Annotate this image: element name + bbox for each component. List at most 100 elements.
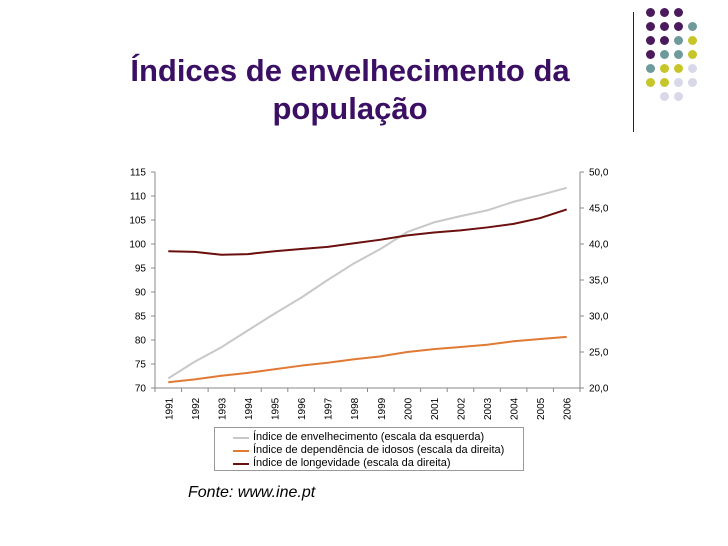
decor-dot — [688, 22, 697, 31]
decor-dot — [646, 36, 655, 45]
left-tick-label: 115 — [130, 168, 146, 179]
right-tick-label: 35,0 — [589, 276, 609, 287]
legend-swatch-aging — [233, 437, 249, 439]
data-point-aging — [353, 262, 355, 264]
left-tick-label: 100 — [129, 240, 146, 251]
decor-dot — [660, 78, 669, 87]
data-point-longevity — [273, 250, 275, 252]
decor-dot — [674, 92, 683, 101]
x-tick-label: 2004 — [510, 397, 521, 420]
data-point-aging — [566, 187, 568, 189]
chart-legend: Índice de envelhecimento (escala da esqu… — [214, 427, 524, 471]
slide-title: Índices de envelhecimento da população — [130, 53, 570, 126]
data-point-dependency — [566, 336, 568, 338]
decor-dot — [660, 92, 669, 101]
left-tick-label: 110 — [130, 192, 146, 203]
x-tick-label: 1999 — [377, 397, 388, 420]
divider-line — [633, 12, 634, 132]
data-point-aging — [406, 231, 408, 233]
decor-dot — [660, 50, 669, 59]
data-point-longevity — [433, 231, 435, 233]
x-tick-label: 2003 — [483, 397, 494, 420]
data-point-dependency — [459, 346, 461, 348]
x-tick-label: 2001 — [430, 397, 441, 420]
data-point-aging — [220, 346, 222, 348]
x-tick-label: 1997 — [324, 397, 335, 420]
right-tick-label: 20,0 — [589, 384, 609, 395]
decorative-dot-grid — [646, 8, 726, 128]
decor-dot — [646, 64, 655, 73]
line-chart: 70 75 80 85 90 95 100 105 110 115 20,0 25,0 30,0 35,0… — [129, 168, 609, 421]
decor-dot — [646, 8, 655, 17]
data-point-longevity — [247, 253, 249, 255]
legend-item-dependency: Índice de dependência de idosos (escala … — [215, 444, 515, 457]
decor-dot — [660, 22, 669, 31]
legend-label-aging: Índice de envelhecimento (escala da esqu… — [253, 431, 485, 443]
data-point-longevity — [353, 242, 355, 244]
data-point-longevity — [220, 254, 222, 256]
data-point-longevity — [406, 234, 408, 236]
left-tick-label: 80 — [135, 336, 147, 347]
right-tick-label: 25,0 — [589, 348, 609, 359]
x-tick-label: 1993 — [217, 397, 228, 420]
decor-dot — [660, 8, 669, 17]
data-point-longevity — [486, 226, 488, 228]
data-point-aging — [512, 201, 514, 203]
data-point-dependency — [486, 344, 488, 346]
data-point-longevity — [539, 217, 541, 219]
source-caption: Fonte: www.ine.pt — [188, 484, 316, 501]
data-point-dependency — [512, 340, 514, 342]
decor-dot — [646, 78, 655, 87]
data-point-longevity — [326, 246, 328, 248]
data-point-aging — [300, 297, 302, 299]
data-point-longevity — [194, 251, 196, 253]
x-tick-label: 1996 — [297, 397, 308, 420]
data-point-dependency — [380, 355, 382, 357]
x-tick-label: 2006 — [563, 397, 574, 420]
series-line-longevity — [168, 208, 568, 256]
legend-label-dependency: Índice de dependência de idosos (escala … — [253, 444, 505, 456]
data-point-dependency — [247, 372, 249, 374]
right-tick-label: 30,0 — [589, 312, 609, 323]
data-point-dependency — [220, 375, 222, 377]
data-point-aging — [167, 377, 169, 379]
data-point-dependency — [406, 351, 408, 353]
legend-swatch-dependency — [233, 450, 249, 452]
legend-label-longevity: Índice de longevidade (escala da direita… — [253, 457, 451, 469]
decor-dot — [688, 36, 697, 45]
left-tick-label: 85 — [135, 312, 147, 323]
data-point-dependency — [539, 338, 541, 340]
data-point-longevity — [300, 248, 302, 250]
x-tick-label: 2000 — [403, 397, 414, 420]
left-tick-label: 95 — [135, 264, 147, 275]
x-tick-label: 1995 — [271, 397, 282, 420]
data-point-dependency — [167, 381, 169, 383]
data-point-dependency — [194, 378, 196, 380]
data-point-aging — [433, 221, 435, 223]
data-point-aging — [194, 360, 196, 362]
decor-dot — [674, 78, 683, 87]
data-point-longevity — [167, 250, 169, 252]
data-point-longevity — [512, 223, 514, 225]
decor-dot — [646, 50, 655, 59]
x-tick-label: 1991 — [164, 397, 175, 420]
data-point-longevity — [459, 229, 461, 231]
x-tick-label: 2005 — [536, 397, 547, 420]
data-point-dependency — [273, 368, 275, 370]
right-tick-label: 50,0 — [589, 168, 609, 179]
decor-dot — [688, 50, 697, 59]
x-tick-label: 1992 — [191, 397, 202, 420]
data-point-aging — [539, 194, 541, 196]
data-point-aging — [380, 248, 382, 250]
data-point-dependency — [353, 358, 355, 360]
data-point-dependency — [433, 348, 435, 350]
decor-dot — [688, 78, 697, 87]
right-tick-label: 45,0 — [589, 204, 609, 215]
decor-dot — [674, 64, 683, 73]
left-tick-label: 90 — [135, 288, 147, 299]
legend-item-aging: Índice de envelhecimento (escala da esqu… — [215, 431, 515, 444]
left-tick-label: 75 — [135, 360, 147, 371]
data-point-aging — [247, 329, 249, 331]
decor-dot — [688, 64, 697, 73]
data-point-longevity — [566, 208, 568, 210]
